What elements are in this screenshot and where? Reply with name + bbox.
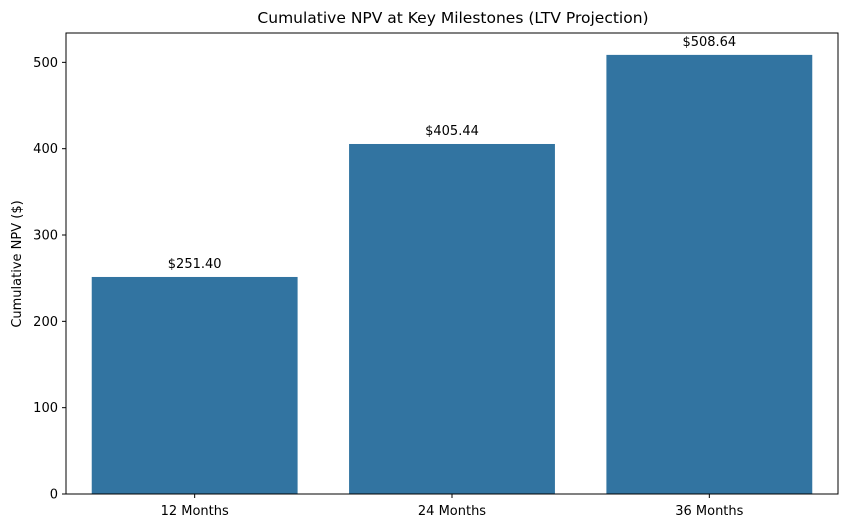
y-tick-label-5: 500 [33, 56, 58, 71]
y-axis-label: Cumulative NPV ($) [10, 200, 25, 327]
x-tick-label-2: 24 Months [418, 504, 486, 519]
y-tick-label-2: 200 [33, 315, 58, 330]
bar-1 [91, 276, 298, 494]
chart-title: Cumulative NPV at Key Milestones (LTV Pr… [257, 9, 648, 27]
y-tick-label-1: 100 [33, 401, 58, 416]
x-tick-label-3: 36 Months [675, 504, 743, 519]
plot-frame [65, 32, 839, 495]
data-label-3: $508.64 [682, 35, 736, 50]
y-tick-label-0: 0 [50, 488, 58, 503]
y-tick-label-3: 300 [33, 229, 58, 244]
plot-area: $251.40 12 Months $405.44 24 Months $508.64 3… [33, 32, 839, 519]
y-tick-label-4: 400 [33, 142, 58, 157]
data-label-1: $251.40 [168, 257, 222, 272]
x-tick-label-1: 12 Months [161, 504, 229, 519]
bar-3 [606, 54, 813, 494]
bar-2 [349, 143, 555, 494]
data-label-2: $405.44 [425, 124, 479, 139]
